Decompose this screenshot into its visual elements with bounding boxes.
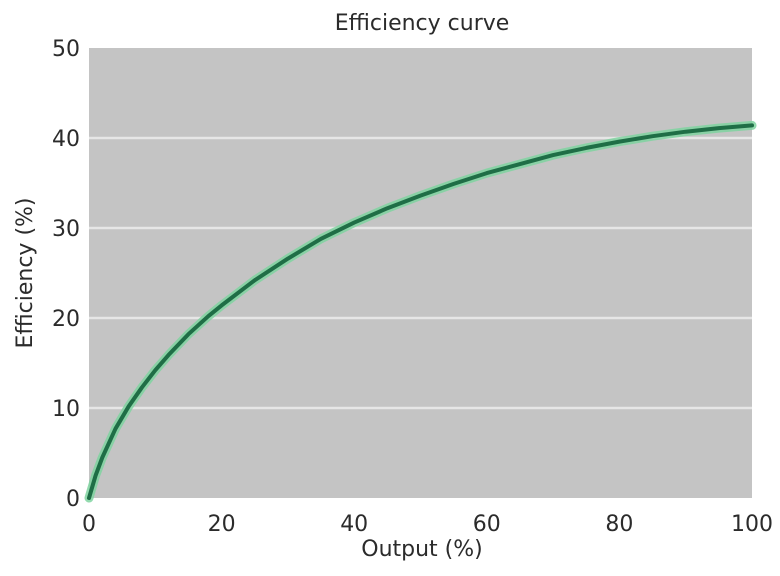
x-tick-label: 80 bbox=[605, 512, 633, 537]
plot-background bbox=[89, 48, 752, 498]
y-tick-label: 50 bbox=[52, 37, 80, 62]
y-tick-label: 40 bbox=[52, 127, 80, 152]
x-tick-label: 60 bbox=[473, 512, 501, 537]
x-tick-label: 0 bbox=[82, 512, 96, 537]
y-axis-ticks: 0 10 20 30 40 50 bbox=[52, 37, 80, 512]
y-axis-title: Efficiency (%) bbox=[13, 197, 38, 348]
x-axis-title: Output (%) bbox=[361, 537, 482, 562]
y-tick-label: 10 bbox=[52, 397, 80, 422]
x-tick-label: 40 bbox=[340, 512, 368, 537]
x-tick-label: 100 bbox=[731, 512, 773, 537]
x-tick-label: 20 bbox=[208, 512, 236, 537]
y-tick-label: 30 bbox=[52, 217, 80, 242]
series-line bbox=[87, 123, 754, 500]
x-axis-ticks: 0 20 40 60 80 100 bbox=[82, 512, 773, 537]
chart-title: Efficiency curve bbox=[335, 11, 510, 36]
series-layer bbox=[84, 120, 757, 503]
y-tick-label: 0 bbox=[66, 487, 80, 512]
y-tick-label: 20 bbox=[52, 307, 80, 332]
